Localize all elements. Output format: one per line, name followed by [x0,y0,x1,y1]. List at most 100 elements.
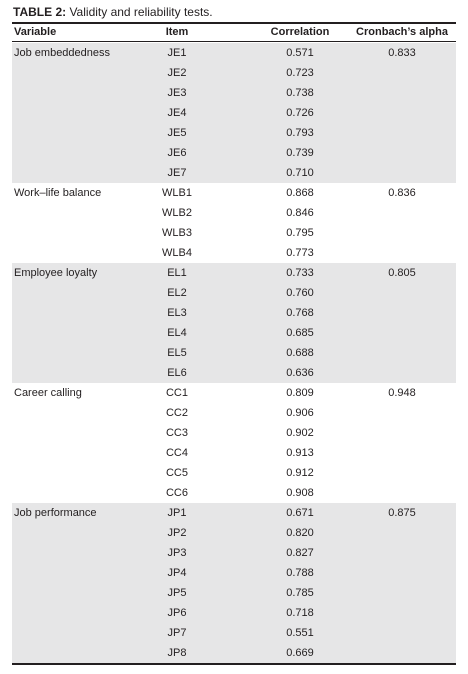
correlation-cell: 0.906 [286,407,314,419]
table-row: CC4 0.913 [12,443,456,463]
correlation-cell: 0.908 [286,487,314,499]
correlation-cell: 0.913 [286,447,314,459]
item-cell: EL2 [167,287,187,299]
table-row: JE2 0.723 [12,63,456,83]
table-row: EL4 0.685 [12,323,456,343]
item-cell: JE6 [167,147,187,159]
table-row: JP5 0.785 [12,583,456,603]
item-cell: JP2 [167,527,187,539]
correlation-cell: 0.723 [286,67,314,79]
correlation-cell: 0.738 [286,87,314,99]
correlation-cell: 0.768 [286,307,314,319]
correlation-cell: 0.912 [286,467,314,479]
item-cell: CC2 [165,407,188,419]
correlation-cell: 0.827 [286,547,314,559]
item-cell: JP3 [167,547,187,559]
correlation-cell: 0.788 [286,567,314,579]
table-row: WLB4 0.773 [12,243,456,263]
item-cell: WLB3 [162,227,192,239]
table-row: JP4 0.788 [12,563,456,583]
item-cell: CC3 [165,427,188,439]
correlation-cell: 0.669 [286,647,314,659]
variable-cell: Employee loyalty [14,267,98,279]
correlation-cell: 0.551 [286,627,314,639]
table-group: Job embeddedness JE1 0.571 0.833 JE2 0.723 JE3… [12,43,456,183]
correlation-cell: 0.760 [286,287,314,299]
item-cell: JP5 [167,587,187,599]
table-row: JE3 0.738 [12,83,456,103]
table-row: WLB2 0.846 [12,203,456,223]
table-row: EL6 0.636 [12,363,456,383]
table-row: JP8 0.669 [12,643,456,663]
table-row: JE4 0.726 [12,103,456,123]
table-group: Employee loyalty EL1 0.733 0.805 EL2 0.760 EL3… [12,263,456,383]
table-header-rule [12,41,456,42]
variable-cell: Work–life balance [14,187,102,199]
header-variable: Variable [14,26,57,38]
alpha-cell: 0.836 [388,187,416,199]
header-item: Item [165,26,189,38]
table-top-rule [12,22,456,24]
correlation-cell: 0.773 [286,247,314,259]
correlation-cell: 0.726 [286,107,314,119]
header-alpha: Cronbach’s alpha [356,26,448,38]
table-group: Work–life balance WLB1 0.868 0.836 WLB2 0.846… [12,183,456,263]
item-cell: JP1 [167,507,187,519]
table-row: EL3 0.768 [12,303,456,323]
item-cell: JP8 [167,647,187,659]
item-cell: EL6 [167,367,187,379]
table-header-row: Variable Item Correlation Cronbach’s alp… [12,23,456,41]
item-cell: JP7 [167,627,187,639]
correlation-cell: 0.793 [286,127,314,139]
alpha-cell: 0.875 [388,507,416,519]
item-cell: JE3 [167,87,187,99]
item-cell: JE7 [167,167,187,179]
item-cell: JE1 [167,47,187,59]
table-row: JE5 0.793 [12,123,456,143]
correlation-cell: 0.710 [286,167,314,179]
correlation-cell: 0.739 [286,147,314,159]
item-cell: CC4 [165,447,188,459]
correlation-cell: 0.636 [286,367,314,379]
correlation-cell: 0.902 [286,427,314,439]
table-row: JP2 0.820 [12,523,456,543]
table-row: EL5 0.688 [12,343,456,363]
item-cell: CC6 [165,487,188,499]
correlation-cell: 0.846 [286,207,314,219]
table-bottom-rule [12,663,456,665]
table-row: JE6 0.739 [12,143,456,163]
correlation-cell: 0.820 [286,527,314,539]
table-row: Job embeddedness JE1 0.571 0.833 [12,43,456,63]
table-row: JE7 0.710 [12,163,456,183]
table-group: Career calling CC1 0.809 0.948 CC2 0.906 CC3 0.… [12,383,456,503]
table-row: Work–life balance WLB1 0.868 0.836 [12,183,456,203]
table-row: Employee loyalty EL1 0.733 0.805 [12,263,456,283]
correlation-cell: 0.809 [286,387,314,399]
item-cell: WLB1 [162,187,192,199]
correlation-cell: 0.685 [286,327,314,339]
item-cell: CC1 [165,387,188,399]
item-cell: WLB4 [162,247,192,259]
item-cell: JP4 [167,567,187,579]
table-row: CC5 0.912 [12,463,456,483]
table-caption: TABLE 2: Validity and reliability tests. [13,4,213,20]
item-cell: EL1 [167,267,187,279]
correlation-cell: 0.671 [286,507,314,519]
correlation-cell: 0.688 [286,347,314,359]
alpha-cell: 0.833 [388,47,416,59]
table-row: JP7 0.551 [12,623,456,643]
correlation-cell: 0.785 [286,587,314,599]
table-row: EL2 0.760 [12,283,456,303]
table-row: CC3 0.902 [12,423,456,443]
correlation-cell: 0.733 [286,267,314,279]
item-cell: JE2 [167,67,187,79]
header-correlation: Correlation [270,26,330,38]
table-row: WLB3 0.795 [12,223,456,243]
alpha-cell: 0.948 [388,387,416,399]
table-caption-label: TABLE 2: [13,5,67,19]
table-row: JP3 0.827 [12,543,456,563]
table-row: Job performance JP1 0.671 0.875 [12,503,456,523]
table-row: CC6 0.908 [12,483,456,503]
item-cell: WLB2 [162,207,192,219]
